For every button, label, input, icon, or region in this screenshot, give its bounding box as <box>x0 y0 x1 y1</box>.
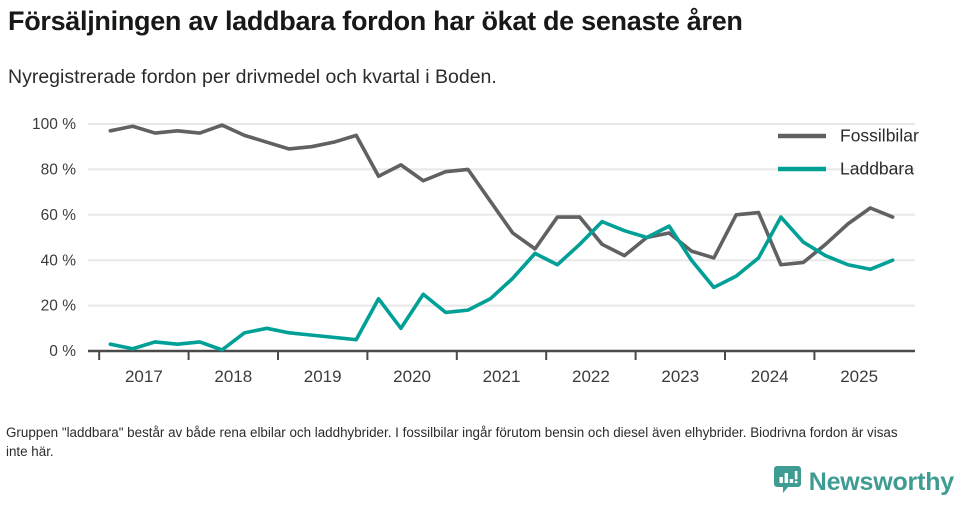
x-axis-tick-label: 2017 <box>125 367 163 386</box>
series-line-fossilbilar <box>108 123 895 267</box>
legend-label: Laddbara <box>840 159 914 179</box>
y-axis-tick-label: 60 % <box>41 207 77 224</box>
y-axis-tick-label: 40 % <box>41 252 77 269</box>
x-axis-tick-label: 2021 <box>483 367 521 386</box>
chart-footnote: Gruppen "laddbara" består av både rena e… <box>6 425 898 459</box>
page-title: Försäljningen av laddbara fordon har öka… <box>8 6 743 36</box>
y-axis-tick-label: 0 % <box>49 343 76 360</box>
page-subtitle: Nyregistrerade fordon per drivmedel och … <box>8 66 497 88</box>
brand-name: Newsworthy <box>808 468 954 496</box>
legend-label: Fossilbilar <box>840 126 919 146</box>
y-axis-tick-label: 20 % <box>41 298 77 315</box>
y-axis-tick-label: 80 % <box>41 161 77 178</box>
line-chart: 0 % 20 % 40 % 60 % 80 % 100 % 2017 2018 2019 2020… <box>32 116 919 386</box>
brand-logo: Newsworthy <box>773 466 954 499</box>
x-axis-tick-label: 2025 <box>840 367 878 386</box>
x-axis-tick-label: 2023 <box>661 367 699 386</box>
x-axis-tick-label: 2024 <box>751 367 789 386</box>
chart-plot-area: 0 % 20 % 40 % 60 % 80 % 100 % 2017 2018 2019 2020… <box>0 105 960 405</box>
x-axis-tick-label: 2022 <box>572 367 610 386</box>
y-axis-tick-label: 100 % <box>32 116 76 133</box>
x-axis-tick-label: 2019 <box>304 367 342 386</box>
x-axis-tick-label: 2018 <box>214 367 252 386</box>
series-line-laddbara <box>108 215 895 352</box>
x-axis-tick-label: 2020 <box>393 367 431 386</box>
bar-chart-bubble-icon <box>773 466 801 499</box>
